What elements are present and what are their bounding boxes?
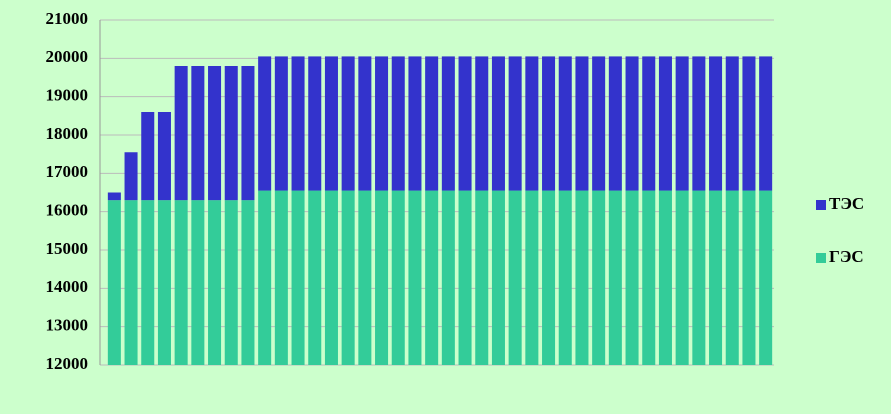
y-tick-label: 21000 bbox=[46, 9, 89, 28]
bar-segment bbox=[375, 190, 389, 365]
bar-segment bbox=[124, 152, 138, 201]
legend-label: ГЭС bbox=[829, 247, 864, 266]
bar-segment bbox=[725, 190, 739, 365]
bar-segment bbox=[191, 200, 205, 365]
bar-segment bbox=[592, 56, 606, 191]
bar-segment bbox=[658, 56, 672, 191]
bar-segment bbox=[358, 56, 372, 191]
bar-segment bbox=[709, 56, 723, 191]
y-tick-label: 20000 bbox=[46, 47, 89, 66]
bar-segment bbox=[308, 190, 322, 365]
bar-segment bbox=[675, 190, 689, 365]
legend-swatch bbox=[816, 253, 826, 263]
bar-segment bbox=[692, 56, 706, 191]
bar-segment bbox=[358, 190, 372, 365]
legend-label: ТЭС bbox=[829, 194, 864, 213]
bar-segment bbox=[191, 66, 205, 201]
bar-segment bbox=[491, 190, 505, 365]
bar-segment bbox=[675, 56, 689, 191]
bar-segment bbox=[224, 66, 238, 201]
bar-segment bbox=[542, 190, 556, 365]
y-tick-label: 18000 bbox=[46, 124, 89, 143]
bar-segment bbox=[224, 200, 238, 365]
legend-swatch bbox=[816, 200, 826, 210]
bar-segment bbox=[274, 190, 288, 365]
bar-segment bbox=[157, 200, 171, 365]
bar-segment bbox=[508, 56, 522, 191]
bar-segment bbox=[291, 56, 305, 191]
bar-segment bbox=[558, 190, 572, 365]
bar-segment bbox=[341, 56, 355, 191]
bar-segment bbox=[525, 56, 539, 191]
bar-segment bbox=[375, 56, 389, 191]
bar-segment bbox=[174, 66, 188, 201]
bar-segment bbox=[592, 190, 606, 365]
bar-segment bbox=[141, 112, 155, 201]
bar-segment bbox=[658, 190, 672, 365]
bar-segment bbox=[508, 190, 522, 365]
bar-segment bbox=[441, 190, 455, 365]
y-tick-label: 13000 bbox=[46, 316, 89, 335]
bar-segment bbox=[391, 56, 405, 191]
bar-segment bbox=[425, 56, 439, 191]
bar-segment bbox=[141, 200, 155, 365]
bar-segment bbox=[542, 56, 556, 191]
bar-segment bbox=[475, 56, 489, 191]
bar-segment bbox=[308, 56, 322, 191]
bar-segment bbox=[759, 190, 773, 365]
bar-segment bbox=[124, 200, 138, 365]
bar-segment bbox=[107, 192, 121, 201]
bar-segment bbox=[642, 56, 656, 191]
bar-segment bbox=[408, 56, 422, 191]
y-tick-label: 12000 bbox=[46, 354, 89, 373]
bar-segment bbox=[759, 56, 773, 191]
bar-segment bbox=[725, 56, 739, 191]
bar-segment bbox=[291, 190, 305, 365]
bar-segment bbox=[441, 56, 455, 191]
y-tick-label: 16000 bbox=[46, 201, 89, 220]
bar-segment bbox=[625, 190, 639, 365]
bar-segment bbox=[241, 200, 255, 365]
bar-segment bbox=[258, 190, 272, 365]
bar-segment bbox=[274, 56, 288, 191]
bar-segment bbox=[425, 190, 439, 365]
bar-segment bbox=[625, 56, 639, 191]
bar-segment bbox=[742, 56, 756, 191]
bar-segment bbox=[642, 190, 656, 365]
bar-segment bbox=[174, 200, 188, 365]
bar-segment bbox=[107, 200, 121, 365]
y-tick-label: 17000 bbox=[46, 162, 89, 181]
bar-segment bbox=[341, 190, 355, 365]
bar-segment bbox=[558, 56, 572, 191]
bar-segment bbox=[709, 190, 723, 365]
bar-segment bbox=[692, 190, 706, 365]
bar-segment bbox=[742, 190, 756, 365]
bar-segment bbox=[458, 190, 472, 365]
bar-segment bbox=[475, 190, 489, 365]
bar-segment bbox=[608, 190, 622, 365]
bar-segment bbox=[608, 56, 622, 191]
bar-segment bbox=[241, 66, 255, 201]
bar-segment bbox=[208, 200, 222, 365]
y-tick-label: 15000 bbox=[46, 239, 89, 258]
bar-segment bbox=[525, 190, 539, 365]
bar-segment bbox=[157, 112, 171, 201]
bar-segment bbox=[458, 56, 472, 191]
bar-segment bbox=[391, 190, 405, 365]
bar-segment bbox=[575, 56, 589, 191]
y-tick-label: 14000 bbox=[46, 277, 89, 296]
bar-segment bbox=[491, 56, 505, 191]
bar-segment bbox=[324, 56, 338, 191]
bar-segment bbox=[324, 190, 338, 365]
bar-segment bbox=[208, 66, 222, 201]
bar-segment bbox=[258, 56, 272, 191]
bar-segment bbox=[408, 190, 422, 365]
bar-segment bbox=[575, 190, 589, 365]
y-tick-label: 19000 bbox=[46, 86, 89, 105]
